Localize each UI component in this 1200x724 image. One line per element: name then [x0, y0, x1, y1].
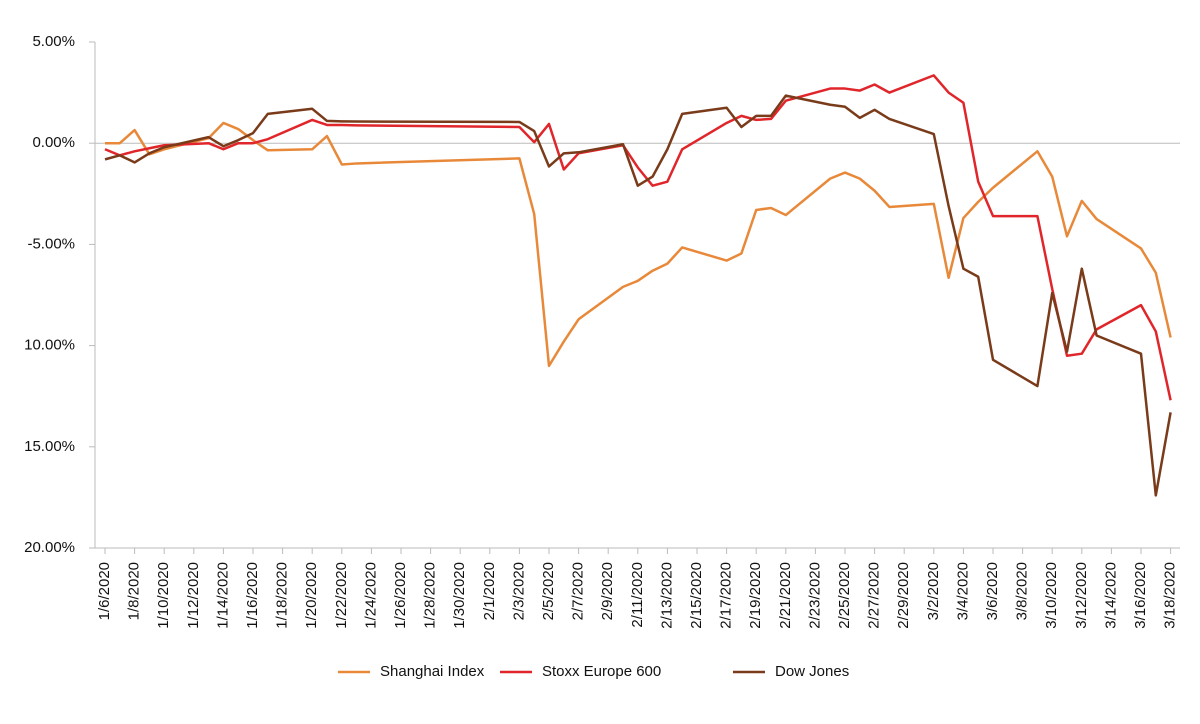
legend-label: Dow Jones: [775, 663, 849, 680]
y-tick-label: 10.00%: [24, 337, 75, 354]
x-tick-label: 3/16/2020: [1132, 562, 1149, 629]
x-tick-label: 2/25/2020: [836, 562, 853, 629]
x-tick-label: 2/23/2020: [806, 562, 823, 629]
x-tick-label: 1/28/2020: [422, 562, 439, 629]
x-tick-label: 1/18/2020: [274, 562, 291, 629]
legend-label: Stoxx Europe 600: [542, 663, 661, 680]
series-line: [104, 74, 1172, 401]
y-tick-label: -5.00%: [27, 235, 75, 252]
series-line: [105, 121, 1172, 368]
y-tick-label: 0.00%: [32, 134, 75, 151]
x-tick-label: 2/19/2020: [747, 562, 764, 629]
x-tick-label: 2/5/2020: [540, 562, 557, 620]
x-tick-label: 1/12/2020: [185, 562, 202, 629]
x-tick-label: 3/2/2020: [925, 562, 942, 620]
x-tick-label: 2/29/2020: [895, 562, 912, 629]
x-tick-label: 2/3/2020: [510, 562, 527, 620]
y-tick-label: 5.00%: [32, 33, 75, 50]
y-tick-label: 20.00%: [24, 539, 75, 556]
x-tick-label: 2/27/2020: [866, 562, 883, 629]
x-tick-label: 1/6/2020: [96, 562, 113, 620]
legend-label: Shanghai Index: [380, 663, 485, 680]
x-tick-label: 1/24/2020: [362, 562, 379, 629]
x-tick-label: 3/10/2020: [1043, 562, 1060, 629]
x-tick-label: 1/10/2020: [155, 562, 172, 629]
y-tick-label: 15.00%: [24, 438, 75, 455]
x-tick-label: 3/18/2020: [1162, 562, 1179, 629]
x-tick-label: 3/14/2020: [1102, 562, 1119, 629]
x-tick-label: 1/8/2020: [126, 562, 143, 620]
x-tick-label: 2/1/2020: [481, 562, 498, 620]
x-tick-label: 1/20/2020: [303, 562, 320, 629]
x-tick-label: 2/15/2020: [688, 562, 705, 629]
x-tick-label: 1/16/2020: [244, 562, 261, 629]
x-tick-label: 2/13/2020: [658, 562, 675, 629]
x-tick-label: 3/6/2020: [984, 562, 1001, 620]
x-tick-label: 3/8/2020: [1014, 562, 1031, 620]
x-tick-label: 3/4/2020: [954, 562, 971, 620]
x-tick-label: 3/12/2020: [1073, 562, 1090, 629]
x-tick-label: 1/22/2020: [333, 562, 350, 629]
x-tick-label: 2/7/2020: [570, 562, 587, 620]
x-tick-label: 1/14/2020: [214, 562, 231, 629]
x-tick-label: 2/17/2020: [718, 562, 735, 629]
x-tick-label: 2/21/2020: [777, 562, 794, 629]
x-tick-label: 2/11/2020: [629, 562, 646, 628]
x-tick-label: 1/30/2020: [451, 562, 468, 629]
series-line: [104, 94, 1172, 497]
x-tick-label: 2/9/2020: [599, 562, 616, 620]
x-tick-label: 1/26/2020: [392, 562, 409, 629]
